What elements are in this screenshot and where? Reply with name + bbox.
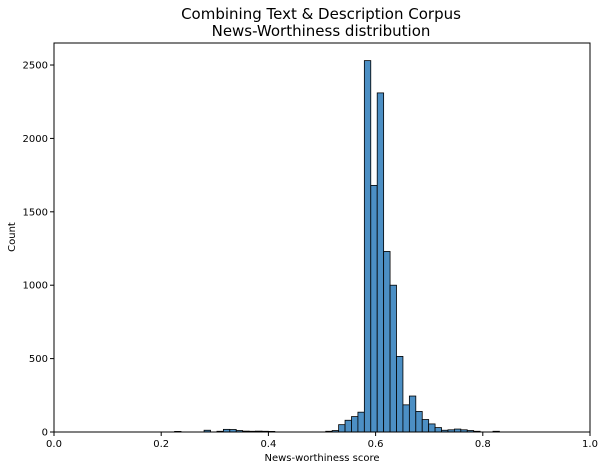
- histogram-bar: [351, 416, 359, 433]
- x-axis-ticks: 0.0 0.2 0.4 0.6 0.8 1.0: [46, 432, 598, 450]
- y-tick-label: 2000: [23, 134, 48, 145]
- y-axis-ticks: 0 500 1000 1500 2000 2500: [23, 61, 54, 439]
- histogram-bar: [363, 60, 372, 433]
- x-tick-label: 0.4: [260, 439, 276, 450]
- x-tick-label: 0.0: [46, 439, 62, 450]
- y-axis-label: Count: [7, 222, 18, 252]
- histogram-bars: [174, 60, 500, 433]
- histogram-bar: [338, 424, 346, 433]
- histogram-bar: [421, 419, 430, 433]
- histogram-bar: [408, 395, 417, 433]
- chart-title-line-1: Combining Text & Description Corpus: [181, 5, 461, 23]
- x-tick-label: 1.0: [582, 439, 598, 450]
- histogram-bar: [415, 411, 423, 433]
- histogram-bar: [402, 404, 410, 433]
- x-tick-label: 0.8: [475, 439, 491, 450]
- x-tick-label: 0.2: [153, 439, 169, 450]
- histogram-bar: [344, 419, 352, 433]
- histogram-bar: [396, 355, 404, 433]
- y-tick-label: 1000: [23, 281, 48, 292]
- histogram-bar: [428, 423, 436, 433]
- chart-title-line-2: News-Worthiness distribution: [212, 22, 431, 40]
- histogram-bar: [376, 92, 385, 433]
- histogram-bar: [383, 251, 391, 433]
- y-tick-label: 500: [29, 354, 48, 365]
- y-tick-label: 0: [42, 428, 48, 439]
- y-tick-label: 2500: [23, 61, 48, 72]
- histogram-bar: [434, 427, 442, 433]
- x-axis-label: News-worthiness score: [264, 453, 379, 464]
- histogram-bar: [357, 411, 365, 433]
- plot-area-frame: [53, 42, 591, 433]
- y-tick-label: 1500: [23, 207, 48, 218]
- histogram-bar: [389, 284, 397, 433]
- x-tick-label: 0.6: [368, 439, 384, 450]
- histogram-bar: [370, 184, 378, 433]
